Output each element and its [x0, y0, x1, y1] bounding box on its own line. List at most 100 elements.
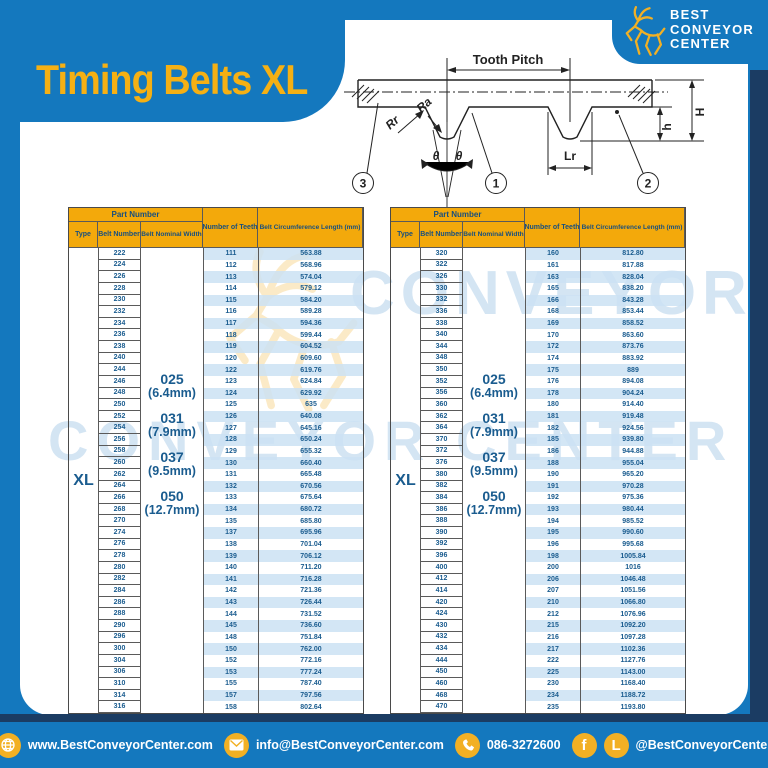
- teeth-cell: 185: [525, 434, 580, 446]
- length-cell: 685.80: [258, 515, 363, 527]
- length-cell: 650.24: [258, 434, 363, 446]
- teeth-cell: 137: [203, 527, 258, 539]
- teeth-cell: 163: [525, 271, 580, 283]
- belt-number-cell: 388: [420, 515, 463, 527]
- length-cell: 1193.80: [580, 701, 685, 713]
- width-mm: (6.4mm): [470, 386, 518, 401]
- teeth-cell: 152: [203, 654, 258, 667]
- belt-number-cell: 268: [98, 503, 141, 516]
- teeth-cell: 148: [203, 631, 258, 644]
- footer-email[interactable]: info@BestConveyorCenter.com: [223, 732, 444, 758]
- length-cell: 711.20: [258, 561, 363, 574]
- belt-number-cell: 470: [420, 701, 463, 713]
- teeth-cell: 210: [525, 596, 580, 609]
- length-cell: 1051.56: [580, 585, 685, 597]
- header-part-number: Part Number: [69, 208, 203, 222]
- belt-number-cell: 248: [98, 387, 141, 400]
- length-cell: 853.44: [580, 306, 685, 318]
- footer-website[interactable]: www.BestConveyorCenter.com: [0, 732, 213, 758]
- teeth-cell: 186: [525, 445, 580, 458]
- teeth-cell: 193: [525, 503, 580, 516]
- belt-number-cell: 444: [420, 654, 463, 667]
- teeth-cell: 235: [525, 701, 580, 713]
- belt-number-cell: 228: [98, 282, 141, 295]
- belt-number-cell: 376: [420, 457, 463, 469]
- phone-text: 086-3272600: [486, 738, 561, 752]
- dim-theta-left-label: θ: [433, 149, 440, 163]
- teeth-cell: 216: [525, 631, 580, 644]
- header-belt-nominal-width: Belt Nominal Width: [463, 222, 525, 248]
- belt-number-cell: 450: [420, 666, 463, 679]
- length-cell: 812.80: [580, 248, 685, 260]
- teeth-cell: 119: [203, 341, 258, 353]
- belt-number-cell: 290: [98, 620, 141, 632]
- footer-social[interactable]: f L @BestConveyorCenter: [571, 732, 768, 758]
- page-title: Timing Belts XL: [36, 56, 308, 103]
- length-cell: 904.24: [580, 387, 685, 400]
- teeth-cell: 120: [203, 352, 258, 365]
- dim-ra-label: Ra: [414, 94, 435, 115]
- width-option: 050 (12.7mm): [467, 489, 522, 517]
- teeth-cell: 144: [203, 608, 258, 620]
- length-cell: 721.36: [258, 585, 363, 597]
- teeth-cell: 180: [525, 399, 580, 411]
- belt-profile-diagram: Tooth Pitch Rr Ra θ θ Lr: [344, 52, 707, 213]
- length-cell: 985.52: [580, 515, 685, 527]
- footer-bar: www.BestConveyorCenter.com info@BestConv…: [0, 722, 768, 768]
- length-cell: 645.16: [258, 422, 363, 434]
- belt-number-cell: 392: [420, 538, 463, 551]
- teeth-cell: 191: [525, 480, 580, 493]
- teeth-cell: 176: [525, 375, 580, 388]
- belt-table-right: Part Number Type Belt Number Belt Nomina…: [390, 207, 686, 714]
- belt-number-cell: 468: [420, 689, 463, 702]
- teeth-cell: 131: [203, 468, 258, 481]
- teeth-cell: 140: [203, 561, 258, 574]
- teeth-cell: 195: [525, 527, 580, 539]
- length-cell: 680.72: [258, 503, 363, 516]
- teeth-cell: 125: [203, 399, 258, 411]
- length-cell: 873.76: [580, 341, 685, 353]
- belt-number-cell: 350: [420, 364, 463, 376]
- belt-number-cell: 322: [420, 259, 463, 272]
- width-option: 050 (12.7mm): [145, 489, 200, 517]
- teeth-cell: 172: [525, 341, 580, 353]
- teeth-cell: 178: [525, 387, 580, 400]
- teeth-cell: 132: [203, 480, 258, 493]
- belt-number-cell: 224: [98, 259, 141, 272]
- email-text: info@BestConveyorCenter.com: [255, 738, 444, 752]
- belt-number-cell: 274: [98, 527, 141, 539]
- belt-number-cell: 344: [420, 341, 463, 353]
- teeth-cell: 145: [203, 620, 258, 632]
- length-cell: 1188.72: [580, 689, 685, 702]
- belt-number-cell: 420: [420, 596, 463, 609]
- belt-number-cell: 306: [98, 666, 141, 679]
- length-cell: 1168.40: [580, 678, 685, 690]
- belt-number-cell: 266: [98, 492, 141, 504]
- header-belt-circumference: Belt Circumference Length (mm): [580, 208, 685, 248]
- belt-number-cell: 234: [98, 317, 141, 330]
- footer-phone[interactable]: 086-3272600: [454, 732, 561, 758]
- length-cell: 604.52: [258, 341, 363, 353]
- belt-number-cell: 372: [420, 445, 463, 458]
- teeth-cell: 141: [203, 573, 258, 586]
- belt-number-cell: 278: [98, 550, 141, 562]
- teeth-cell: 212: [525, 608, 580, 620]
- belt-number-cell: 280: [98, 561, 141, 574]
- width-option: 025 (6.4mm): [148, 372, 196, 400]
- teeth-cell: 230: [525, 678, 580, 690]
- header-belt-circumference: Belt Circumference Length (mm): [258, 208, 363, 248]
- dim-h-label: h: [660, 123, 674, 130]
- belt-number-cell: 386: [420, 503, 463, 516]
- teeth-cell: 168: [525, 306, 580, 318]
- globe-icon: [0, 732, 21, 758]
- teeth-cell: 198: [525, 550, 580, 562]
- callout-2: 2: [645, 177, 652, 191]
- width-code: 037: [160, 449, 184, 465]
- title-block: Timing Belts XL: [0, 0, 345, 122]
- length-cell: 939.80: [580, 434, 685, 446]
- belt-number-cell: 304: [98, 654, 141, 667]
- belt-number-cell: 262: [98, 468, 141, 481]
- width-code: 031: [482, 410, 506, 427]
- width-option: 031 (7.9mm): [148, 411, 196, 439]
- length-cell: 599.44: [258, 329, 363, 341]
